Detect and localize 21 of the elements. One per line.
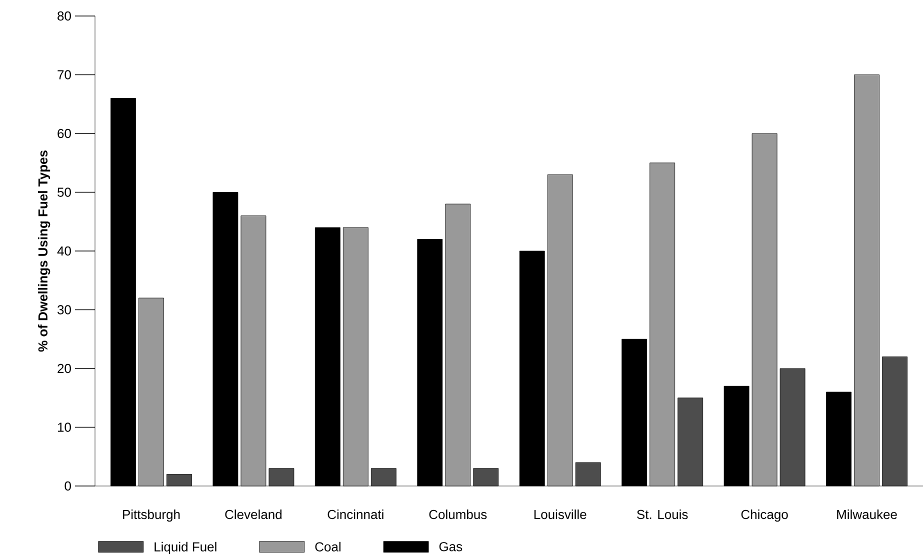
- x-tick-label: Columbus: [429, 510, 487, 520]
- x-tick-label: Louisville: [534, 510, 586, 520]
- x-tick-label: Cincinnati: [328, 510, 384, 520]
- y-axis-title: % of Dwellings Using Fuel Types: [38, 150, 50, 352]
- y-tick-label: 60: [58, 128, 71, 138]
- x-tick-label: Milwaukee: [837, 510, 897, 520]
- x-tick-label: Chicago: [741, 510, 788, 522]
- y-tick-label: 50: [58, 188, 71, 197]
- y-tick-label: 20: [58, 364, 71, 374]
- legend-label: Coal: [315, 542, 340, 552]
- x-tick-label: Pittsburgh: [123, 510, 180, 522]
- x-tick-label: St. Louis: [637, 510, 688, 520]
- y-tick-label: 10: [58, 422, 71, 432]
- y-tick-label: 70: [58, 70, 71, 80]
- x-tick-label: Cleveland: [225, 510, 282, 520]
- y-tick-label: 30: [58, 305, 71, 314]
- y-tick-label: 80: [58, 11, 71, 21]
- y-tick-label: 40: [57, 246, 71, 256]
- y-tick-label: 0: [64, 481, 71, 491]
- legend-label: Liquid Fuel: [154, 542, 216, 554]
- legend-label: Gas: [439, 542, 462, 552]
